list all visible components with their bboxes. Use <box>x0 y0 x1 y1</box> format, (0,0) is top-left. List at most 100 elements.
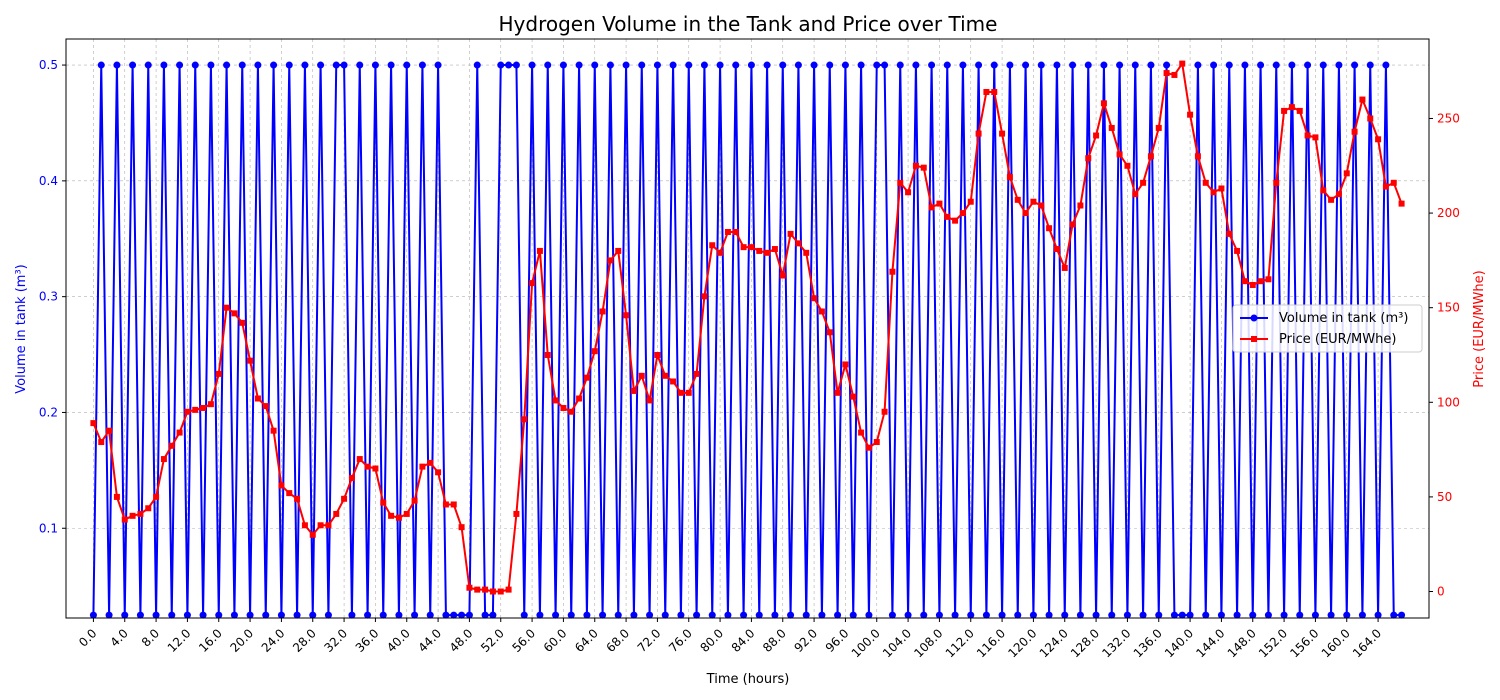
volume-point <box>442 611 450 619</box>
price-point <box>309 531 316 538</box>
price-point <box>999 130 1006 137</box>
volume-point <box>458 611 466 619</box>
price-point <box>1202 179 1209 186</box>
price-point <box>1249 281 1256 288</box>
volume-point <box>89 611 97 619</box>
volume-point <box>1163 61 1171 69</box>
volume-point <box>959 61 967 69</box>
volume-point <box>387 61 395 69</box>
y-right-axis-label: Price (EUR/MWhe) <box>1472 270 1487 387</box>
price-point <box>576 395 583 402</box>
price-point <box>419 463 426 470</box>
price-point <box>1179 60 1186 67</box>
price-point <box>873 439 880 446</box>
price-point <box>1053 246 1060 253</box>
volume-point <box>199 611 207 619</box>
y-left-tick-label: 0.2 <box>39 405 58 419</box>
volume-point <box>1194 61 1202 69</box>
price-point <box>1288 104 1295 111</box>
volume-point <box>238 61 246 69</box>
volume-point <box>1382 61 1390 69</box>
volume-point <box>982 611 990 619</box>
volume-point <box>841 61 849 69</box>
volume-point <box>340 61 348 69</box>
volume-point <box>1014 611 1022 619</box>
legend-price-marker <box>1251 336 1257 342</box>
price-point <box>1281 107 1288 114</box>
price-point <box>1077 202 1084 209</box>
price-point <box>607 257 614 264</box>
price-point <box>1132 191 1139 198</box>
volume-point <box>755 611 763 619</box>
volume-point <box>160 61 168 69</box>
volume-point <box>434 61 442 69</box>
volume-point <box>990 61 998 69</box>
volume-point <box>1147 61 1155 69</box>
volume-point <box>293 611 301 619</box>
volume-point <box>1249 611 1257 619</box>
price-point <box>638 372 645 379</box>
price-point <box>435 469 442 476</box>
price-point <box>717 249 724 256</box>
volume-point <box>152 611 160 619</box>
volume-point <box>1257 61 1265 69</box>
volume-point <box>1131 61 1139 69</box>
volume-point <box>450 611 458 619</box>
price-point <box>685 389 692 396</box>
volume-point <box>826 61 834 69</box>
volume-point <box>873 61 881 69</box>
price-point <box>967 198 974 205</box>
price-point <box>192 406 199 413</box>
price-point <box>200 404 207 411</box>
price-point <box>677 389 684 396</box>
price-point <box>1273 179 1280 186</box>
price-point <box>1218 185 1225 192</box>
volume-point <box>857 61 865 69</box>
price-point <box>176 429 183 436</box>
price-point <box>779 272 786 279</box>
y-left-axis-ticks: 0.1 0.2 0.3 0.4 0.5 <box>39 58 66 535</box>
y-right-tick-label: 0 <box>1437 585 1445 599</box>
y-left-tick-label: 0.3 <box>39 290 58 304</box>
volume-point <box>1116 61 1124 69</box>
price-point <box>881 408 888 415</box>
volume-point <box>708 611 716 619</box>
volume-point <box>317 61 325 69</box>
price-point <box>317 522 324 529</box>
volume-point <box>418 61 426 69</box>
price-point <box>803 249 810 256</box>
price-point <box>356 456 363 463</box>
volume-point <box>1311 611 1319 619</box>
volume-point <box>552 611 560 619</box>
price-point <box>254 395 261 402</box>
price-point <box>98 439 105 446</box>
price-point <box>952 217 959 224</box>
volume-point <box>685 61 693 69</box>
volume-point <box>1374 611 1382 619</box>
price-point <box>388 512 395 519</box>
price-point <box>1343 170 1350 177</box>
price-point <box>333 510 340 517</box>
volume-point <box>787 611 795 619</box>
volume-point <box>1272 61 1280 69</box>
price-point <box>270 427 277 434</box>
volume-point <box>332 61 340 69</box>
volume-point <box>528 61 536 69</box>
price-point <box>959 210 966 217</box>
price-point <box>513 510 520 517</box>
price-point <box>771 246 778 253</box>
price-point <box>1085 155 1092 162</box>
volume-point <box>191 61 199 69</box>
price-point <box>1335 191 1342 198</box>
price-point <box>1328 196 1335 203</box>
price-point <box>536 247 543 254</box>
legend-box <box>1232 304 1423 353</box>
price-point <box>247 357 254 364</box>
volume-point <box>771 611 779 619</box>
y-right-tick-label: 50 <box>1437 490 1452 504</box>
volume-point <box>254 61 262 69</box>
volume-point <box>1186 611 1194 619</box>
price-point <box>505 586 512 593</box>
price-point <box>944 213 951 220</box>
volume-point <box>105 611 113 619</box>
